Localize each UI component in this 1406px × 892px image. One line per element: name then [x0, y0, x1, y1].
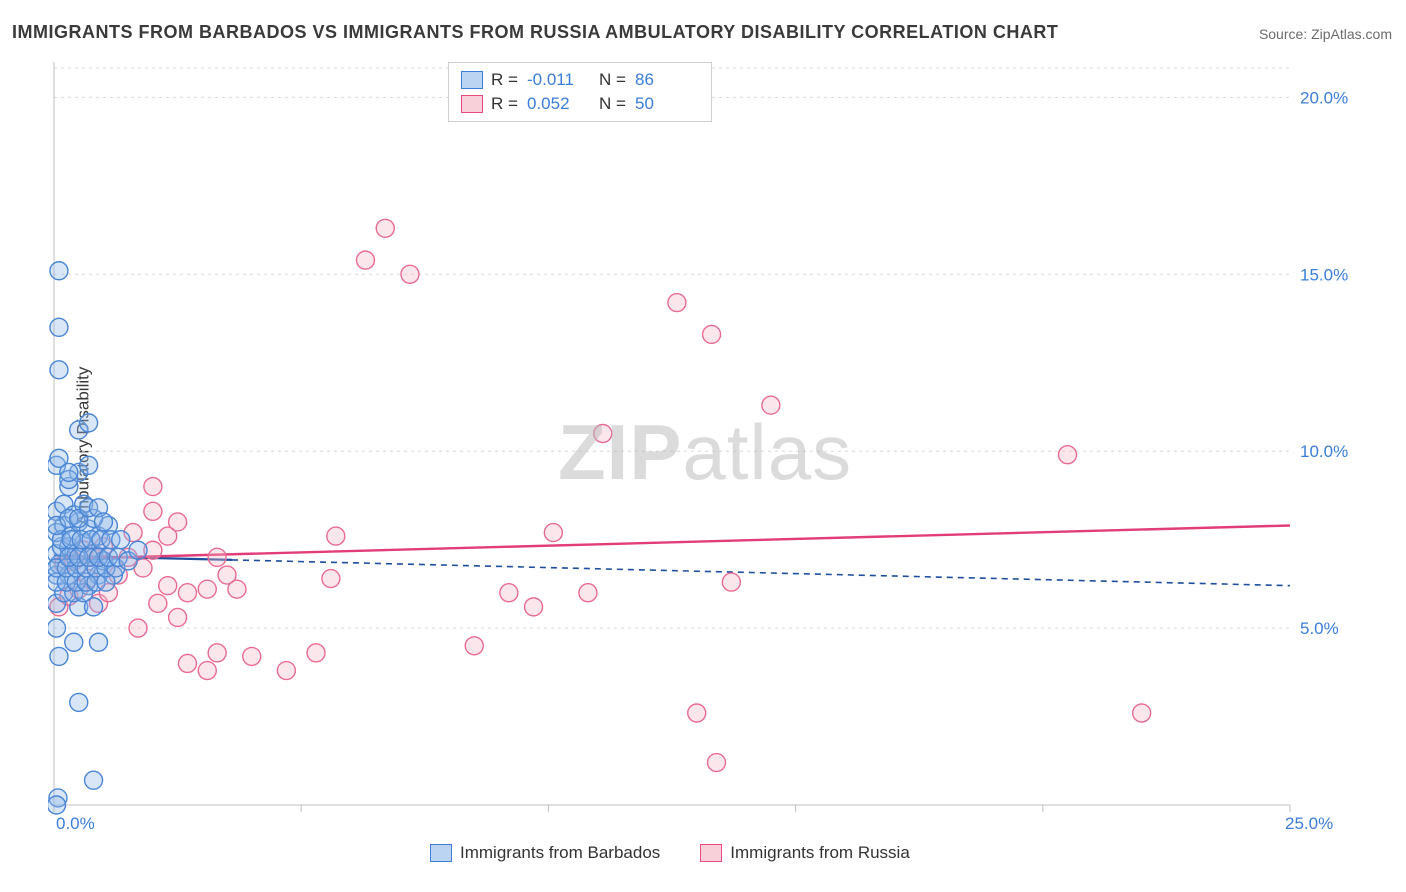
series-legend: Immigrants from Barbados Immigrants from… — [430, 843, 910, 863]
legend-row-barbados: R = -0.011 N = 86 — [461, 68, 699, 92]
legend-label-barbados: Immigrants from Barbados — [460, 843, 660, 863]
svg-text:25.0%: 25.0% — [1285, 814, 1333, 833]
n-value-barbados: 86 — [635, 70, 699, 90]
legend-row-russia: R = 0.052 N = 50 — [461, 92, 699, 116]
source-credit: Source: ZipAtlas.com — [1259, 26, 1392, 42]
swatch-blue-icon — [461, 71, 483, 89]
svg-text:0.0%: 0.0% — [56, 814, 95, 833]
chart-title: IMMIGRANTS FROM BARBADOS VS IMMIGRANTS F… — [12, 22, 1058, 43]
n-value-russia: 50 — [635, 94, 699, 114]
swatch-blue-icon — [430, 844, 452, 862]
chart-canvas: 5.0% 10.0% 15.0% 20.0% 0.0% 25.0% — [48, 62, 1348, 837]
n-label: N = — [599, 70, 627, 90]
scatter-plot: 5.0%10.0%15.0%20.0%0.0%25.0% ZIPatlas R … — [48, 62, 1348, 837]
r-value-russia: 0.052 — [527, 94, 591, 114]
svg-text:20.0%: 20.0% — [1300, 88, 1348, 107]
svg-text:15.0%: 15.0% — [1300, 265, 1348, 284]
legend-label-russia: Immigrants from Russia — [730, 843, 909, 863]
legend-item-russia: Immigrants from Russia — [700, 843, 909, 863]
n-label: N = — [599, 94, 627, 114]
r-value-barbados: -0.011 — [527, 70, 591, 90]
svg-text:10.0%: 10.0% — [1300, 442, 1348, 461]
svg-text:5.0%: 5.0% — [1300, 619, 1339, 638]
r-label: R = — [491, 70, 519, 90]
swatch-pink-icon — [461, 95, 483, 113]
r-label: R = — [491, 94, 519, 114]
correlation-legend: R = -0.011 N = 86 R = 0.052 N = 50 — [448, 62, 712, 122]
legend-item-barbados: Immigrants from Barbados — [430, 843, 660, 863]
swatch-pink-icon — [700, 844, 722, 862]
